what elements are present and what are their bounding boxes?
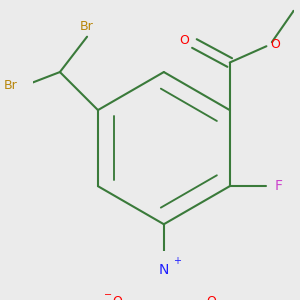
Text: O: O <box>206 295 216 300</box>
Text: −: − <box>104 290 112 300</box>
Text: +: + <box>173 256 181 266</box>
Text: O: O <box>112 295 122 300</box>
Text: F: F <box>274 179 283 193</box>
Text: O: O <box>179 34 189 47</box>
Text: Br: Br <box>4 79 18 92</box>
Text: Br: Br <box>80 20 94 33</box>
Text: O: O <box>271 38 281 51</box>
Text: N: N <box>159 263 169 278</box>
